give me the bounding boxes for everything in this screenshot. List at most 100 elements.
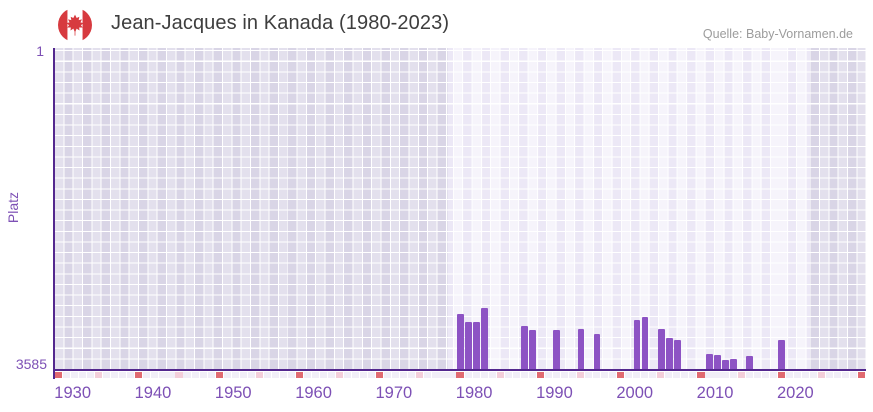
marker-cell bbox=[424, 371, 432, 378]
marker-cell bbox=[504, 371, 512, 378]
marker-cell bbox=[488, 371, 496, 378]
marker-cell bbox=[127, 371, 135, 378]
bar-1978[interactable] bbox=[457, 313, 464, 369]
marker-cell bbox=[544, 371, 552, 378]
bar-2010[interactable] bbox=[714, 355, 721, 369]
marker-cell bbox=[601, 371, 609, 378]
bar-1986[interactable] bbox=[521, 325, 529, 369]
marker-cell bbox=[480, 371, 488, 378]
marker-cell bbox=[87, 371, 95, 378]
marker-cell bbox=[833, 371, 841, 378]
bar-2001[interactable] bbox=[641, 317, 649, 369]
marker-cell bbox=[392, 371, 400, 378]
marker-cell bbox=[681, 371, 689, 378]
x-tick-1950: 1950 bbox=[214, 384, 252, 402]
x-tick-1970: 1970 bbox=[375, 384, 413, 402]
marker-cell bbox=[207, 371, 215, 378]
marker-cell bbox=[167, 371, 175, 378]
bar-2014[interactable] bbox=[746, 356, 753, 369]
bar-1995[interactable] bbox=[593, 333, 601, 369]
bar-2005[interactable] bbox=[673, 340, 681, 369]
marker-cell bbox=[673, 371, 681, 378]
bar-2000[interactable] bbox=[633, 320, 641, 369]
marker-cell bbox=[311, 371, 320, 378]
bar-2012[interactable] bbox=[730, 358, 737, 369]
marker-red-1958 bbox=[295, 371, 303, 378]
marker-cell bbox=[279, 371, 287, 378]
bar-1979[interactable] bbox=[465, 321, 472, 369]
marker-red-1928 bbox=[55, 371, 63, 378]
bar-2004[interactable] bbox=[665, 337, 673, 369]
marker-cell bbox=[287, 371, 295, 378]
x-tick-1990: 1990 bbox=[536, 384, 573, 402]
marker-cell bbox=[609, 371, 617, 378]
x-tick-2020: 2020 bbox=[776, 384, 814, 402]
marker-pink-1933 bbox=[95, 371, 103, 378]
marker-cell bbox=[721, 371, 729, 378]
marker-cell bbox=[665, 371, 673, 378]
marker-red-1988 bbox=[536, 371, 544, 378]
marker-cell bbox=[689, 371, 697, 378]
bar-1980[interactable] bbox=[473, 321, 480, 369]
highlight-band bbox=[448, 48, 810, 369]
marker-cell bbox=[183, 371, 191, 378]
marker-cell bbox=[793, 371, 801, 378]
marker-pink-2013 bbox=[737, 371, 745, 378]
marker-cell bbox=[641, 371, 649, 378]
marker-cell bbox=[191, 371, 199, 378]
marker-cell bbox=[625, 371, 633, 378]
bar-1981[interactable] bbox=[481, 308, 488, 369]
marker-pink-1943 bbox=[175, 371, 183, 378]
marker-pink-2003 bbox=[657, 371, 665, 378]
marker-cell bbox=[633, 371, 641, 378]
marker-red-1948 bbox=[215, 371, 223, 378]
plot-area bbox=[53, 48, 866, 379]
bar-2018[interactable] bbox=[778, 340, 785, 369]
marker-cell bbox=[239, 371, 247, 378]
marker-cell bbox=[649, 371, 657, 378]
marker-pink-1973 bbox=[416, 371, 424, 378]
x-axis-labels: 1930 1940 1950 1960 1970 1980 1990 2000 2010 2020 bbox=[54, 384, 866, 402]
marker-cell bbox=[552, 371, 560, 378]
canada-flag-icon bbox=[58, 8, 92, 42]
marker-cell bbox=[568, 371, 577, 378]
marker-cell bbox=[785, 371, 793, 378]
marker-cell bbox=[63, 371, 71, 378]
marker-cell bbox=[119, 371, 127, 378]
marker-cell bbox=[528, 371, 536, 378]
marker-cell bbox=[841, 371, 850, 378]
bar-1990[interactable] bbox=[553, 330, 561, 369]
marker-cell bbox=[271, 371, 279, 378]
marker-cell bbox=[71, 371, 79, 378]
marker-cell bbox=[849, 371, 858, 378]
marker-pink-2023 bbox=[817, 371, 825, 378]
marker-cell bbox=[199, 371, 207, 378]
marker-cell bbox=[103, 371, 111, 378]
bar-2011[interactable] bbox=[722, 359, 729, 369]
bar-2009[interactable] bbox=[706, 353, 713, 369]
marker-cell bbox=[825, 371, 833, 378]
bar-1987[interactable] bbox=[529, 329, 537, 369]
marker-cell bbox=[328, 371, 336, 378]
x-tick-1930: 1930 bbox=[54, 384, 92, 402]
bar-1993[interactable] bbox=[577, 328, 585, 369]
x-tick-2000: 2000 bbox=[616, 384, 654, 402]
x-tick-2010: 2010 bbox=[696, 384, 734, 402]
marker-red-2028 bbox=[857, 371, 866, 378]
y-axis-max-label: 1 bbox=[36, 43, 44, 59]
marker-cell bbox=[263, 371, 271, 378]
marker-cell bbox=[344, 371, 352, 378]
marker-cell bbox=[560, 371, 568, 378]
marker-cell bbox=[352, 371, 360, 378]
marker-cell bbox=[400, 371, 408, 378]
source-attribution: Quelle: Baby-Vornamen.de bbox=[702, 27, 853, 41]
marker-cell bbox=[231, 371, 239, 378]
marker-cell bbox=[159, 371, 167, 378]
bar-2003[interactable] bbox=[657, 329, 665, 369]
marker-pink-1983 bbox=[496, 371, 504, 378]
marker-red-1968 bbox=[376, 371, 384, 378]
marker-cell bbox=[729, 371, 737, 378]
x-tick-1940: 1940 bbox=[134, 384, 172, 402]
chart-title: Jean-Jacques in Kanada (1980-2023) bbox=[111, 12, 450, 34]
